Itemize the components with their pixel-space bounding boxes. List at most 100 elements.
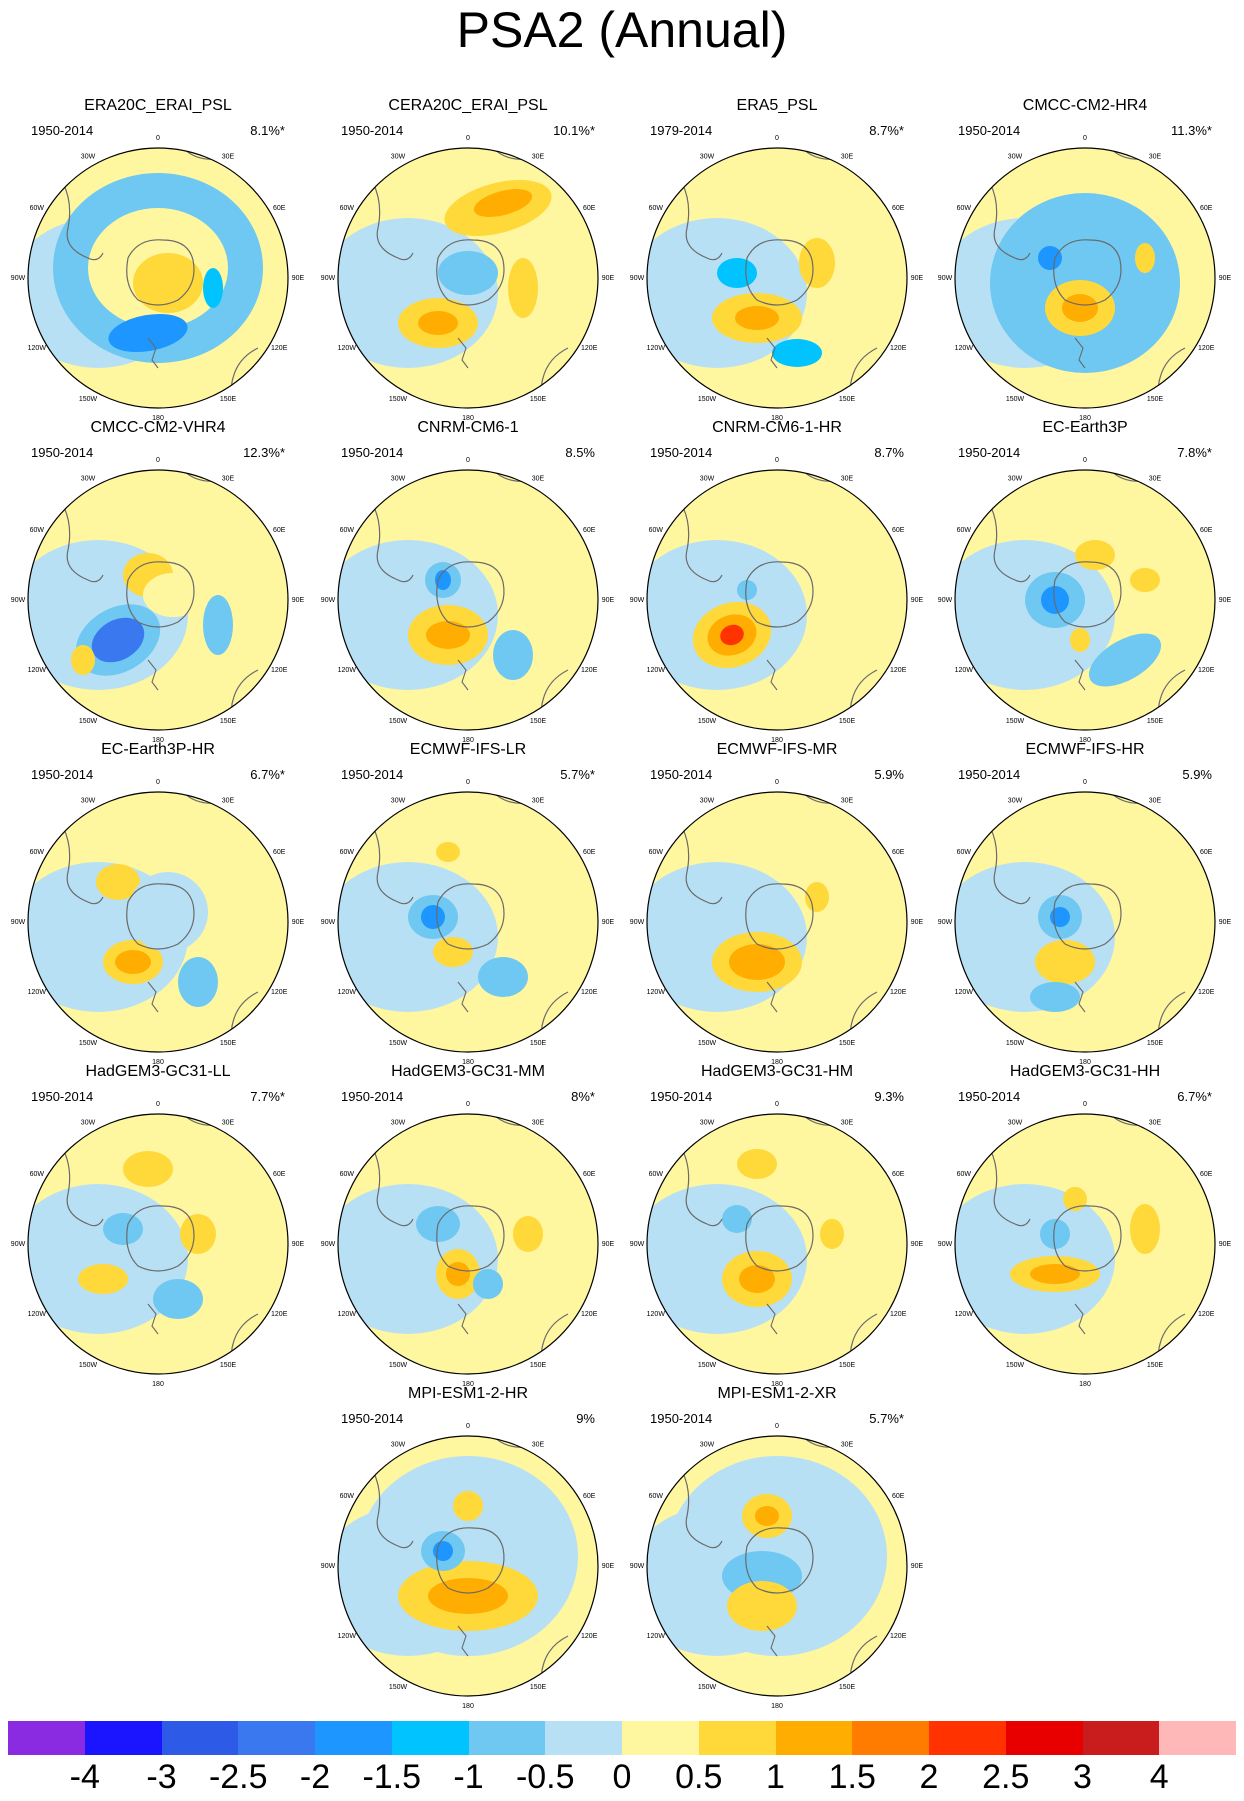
colorbar-tick-label: 0: [612, 1758, 632, 1796]
longitude-label: 120E: [271, 989, 288, 996]
panel-explained-variance: 9%: [576, 1411, 595, 1426]
panel-explained-variance: 5.7%*: [560, 767, 595, 782]
south-america-coastline: [62, 182, 104, 261]
new-zealand-coastline: [457, 1303, 469, 1335]
longitude-label: 30W: [1008, 1120, 1023, 1127]
longitude-label: 60W: [340, 1171, 355, 1178]
colorbar-segment: [468, 1721, 546, 1755]
map-boundary: [954, 469, 1216, 731]
panel-explained-variance: 10.1%*: [553, 123, 595, 138]
antarctica-coastline: [1053, 239, 1122, 306]
longitude-label: 120W: [338, 667, 357, 674]
longitude-label: 60E: [892, 1171, 905, 1178]
longitude-label: 90W: [321, 597, 336, 604]
colorbar-tick-label: -4: [69, 1758, 100, 1796]
longitude-label: 120W: [955, 1311, 974, 1318]
africa-coastline: [801, 1114, 873, 1126]
longitude-label: 0: [775, 457, 779, 464]
panel-explained-variance: 8.1%*: [250, 123, 285, 138]
longitude-label: 180: [462, 1059, 474, 1066]
anomaly-contour: [91, 617, 145, 663]
colorbar-segment: [1082, 1721, 1160, 1755]
panel-period: 1950-2014: [958, 1089, 1021, 1104]
map-panel: ECMWF-IFS-MR 1950-2014 5.9% 0 30E 60E 90E 120E 1…: [622, 740, 932, 1066]
panel-explained-variance: 5.7%*: [869, 1411, 904, 1426]
africa-coastline: [492, 1114, 564, 1126]
longitude-label: 180: [462, 415, 474, 422]
anomaly-contour: [720, 624, 744, 646]
colorbar-segment: [698, 1721, 776, 1755]
longitude-label: 90W: [938, 275, 953, 282]
polar-stereographic-map: 0 30E 60E 90E 120E 150E 180 150W 120W 90W 60W 30W: [938, 1101, 1232, 1388]
south-america-coastline: [372, 504, 414, 583]
south-america-coastline: [62, 1148, 104, 1227]
longitude-label: 150E: [220, 718, 237, 725]
anomaly-contour: [478, 957, 528, 997]
longitude-label: 180: [1079, 415, 1091, 422]
longitude-label: 60W: [957, 205, 972, 212]
polar-stereographic-map: 0 30E 60E 90E 120E 150E 180 150W 120W 90W 60W 30W: [938, 135, 1232, 422]
longitude-label: 90W: [938, 919, 953, 926]
longitude-label: 60E: [892, 1493, 905, 1500]
longitude-label: 60E: [273, 1171, 286, 1178]
map-boundary: [337, 791, 599, 1053]
longitude-label: 150E: [839, 1362, 856, 1369]
panel-explained-variance: 7.7%*: [250, 1089, 285, 1104]
longitude-label: 150W: [389, 1362, 408, 1369]
panel-explained-variance: 12.3%*: [243, 445, 285, 460]
panel-period: 1950-2014: [341, 1089, 404, 1104]
longitude-label: 90W: [630, 919, 645, 926]
map-boundary: [27, 469, 289, 731]
anomaly-contour: [153, 1279, 203, 1319]
longitude-label: 30W: [391, 476, 406, 483]
longitude-label: 90E: [292, 1241, 305, 1248]
longitude-label: 120E: [890, 989, 907, 996]
longitude-label: 120E: [890, 667, 907, 674]
anomaly-contour: [1038, 246, 1062, 270]
anomaly-contour: [955, 1184, 1115, 1334]
colorbar-segment: [8, 1721, 85, 1755]
colorbar-tick-label: -1: [453, 1758, 484, 1796]
longitude-label: 60E: [583, 849, 596, 856]
longitude-label: 120E: [581, 345, 598, 352]
panel-title: ECMWF-IFS-HR: [1025, 741, 1145, 758]
map-panel: CNRM-CM6-1 1950-2014 8.5% 0 30E 60E 90E 120E 150…: [313, 418, 623, 744]
panel-explained-variance: 5.9%: [874, 767, 904, 782]
longitude-label: 30W: [700, 1120, 715, 1127]
longitude-label: 90E: [602, 597, 615, 604]
panel-period: 1950-2014: [650, 1089, 713, 1104]
anomaly-contour: [755, 1506, 779, 1526]
longitude-label: 60W: [649, 1493, 664, 1500]
anomaly-contour: [717, 874, 787, 930]
longitude-label: 150E: [1147, 396, 1164, 403]
panel-title: CMCC-CM2-VHR4: [90, 419, 226, 436]
anomaly-contour: [735, 306, 779, 330]
anomaly-contour: [421, 905, 445, 929]
panel-explained-variance: 11.3%*: [1171, 123, 1212, 138]
longitude-label: 30W: [700, 476, 715, 483]
longitude-label: 150W: [698, 1684, 717, 1691]
south-america-coastline: [681, 1148, 723, 1227]
panel-title: CERA20C_ERAI_PSL: [388, 97, 548, 114]
longitude-label: 120W: [338, 1311, 357, 1318]
panel-period: 1950-2014: [958, 767, 1021, 782]
antarctica-coastline: [745, 883, 814, 950]
longitude-label: 0: [156, 457, 160, 464]
longitude-label: 0: [466, 1423, 470, 1430]
map-boundary: [337, 147, 599, 409]
longitude-label: 60E: [583, 1493, 596, 1500]
new-zealand-coastline: [147, 337, 159, 369]
map-boundary: [646, 147, 908, 409]
longitude-label: 60W: [30, 527, 45, 534]
south-america-coastline: [372, 1470, 414, 1549]
longitude-label: 180: [1079, 737, 1091, 744]
panel-period: 1950-2014: [341, 767, 404, 782]
panel-explained-variance: 5.9%: [1182, 767, 1212, 782]
longitude-label: 0: [156, 1101, 160, 1108]
antarctica-coastline: [126, 883, 195, 950]
anomaly-contour: [96, 864, 140, 900]
panel-period: 1950-2014: [31, 445, 94, 460]
longitude-label: 30W: [81, 154, 96, 161]
longitude-label: 150E: [530, 1684, 547, 1691]
new-zealand-coastline: [457, 1625, 469, 1657]
